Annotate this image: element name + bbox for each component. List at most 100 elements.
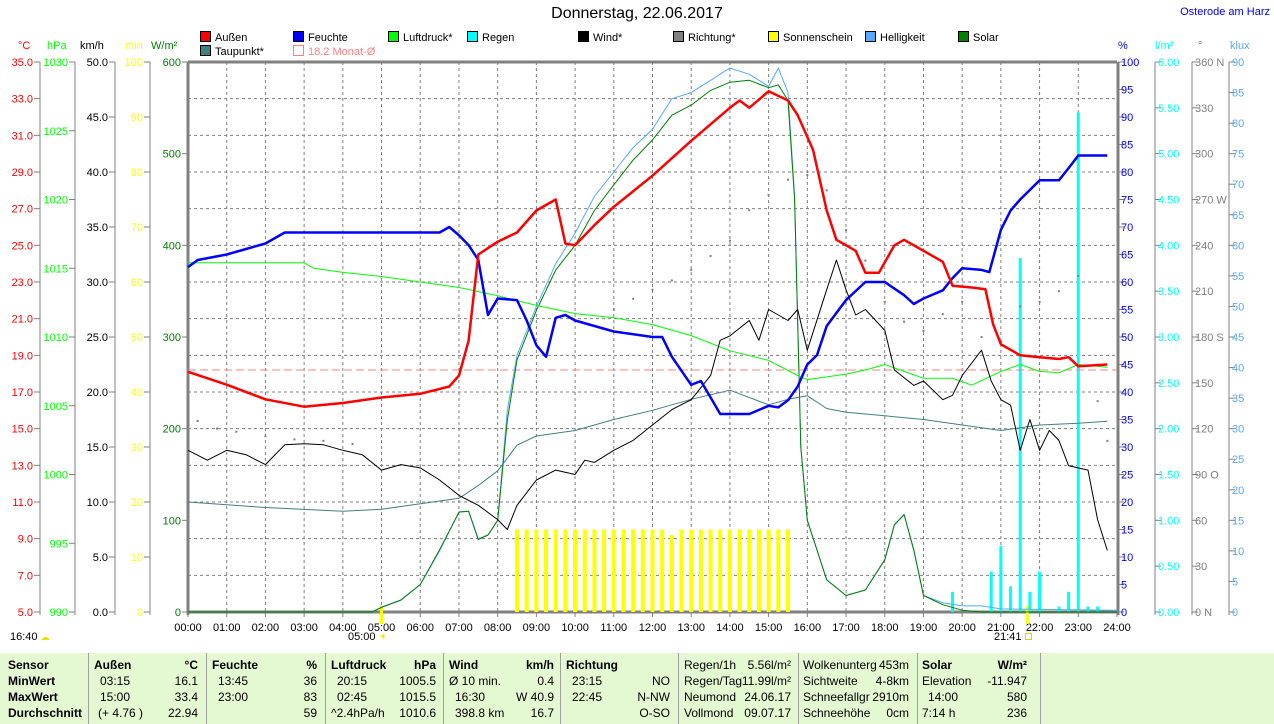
legend-swatch <box>578 31 589 42</box>
rain-bar <box>1038 571 1042 612</box>
axis-tick-label-dir: 0 N <box>1195 607 1212 619</box>
sunshine-total-label: 16:40 <box>10 631 38 643</box>
aussen-avg-note: (+ 4.76 ) <box>98 706 144 720</box>
legend-item: Feuchte <box>293 31 348 44</box>
sunshine-bar <box>582 529 587 612</box>
regen-tag-label: Regen/Tag <box>684 674 743 688</box>
direction-point <box>1057 290 1060 293</box>
legend-label: Helligkeit <box>880 32 925 44</box>
direction-point <box>1077 274 1080 277</box>
sunshine-bar <box>640 529 645 612</box>
axis-tick-label-press: 1010 <box>44 332 68 344</box>
sichtweite-label: Sichtweite <box>803 674 858 688</box>
axis-tick-label-temp: 25.0 <box>12 240 33 252</box>
rain-bar <box>1086 606 1090 612</box>
series-line-wind <box>187 259 1108 551</box>
axis-tick-label-solar: 400 <box>163 240 181 252</box>
row-label-max: MaxWert <box>8 690 58 704</box>
axis-tick-label-dir: 360 N <box>1195 57 1224 69</box>
sunset-marker: 21:41 <box>994 631 1032 643</box>
axis-tick-label-hum: 65 <box>1121 250 1133 262</box>
richtung-min: NO <box>652 674 670 688</box>
axis-tick-label-sun: 100 <box>125 57 143 69</box>
axis-tick-label-hum: 70 <box>1121 222 1133 234</box>
solar-header: Solar <box>922 658 953 672</box>
axis-tick-label-solar: 600 <box>163 57 181 69</box>
x-tick-label: 23:00 <box>1065 622 1093 634</box>
sunshine-bar <box>611 529 616 612</box>
rain-bar <box>1076 112 1080 613</box>
direction-point <box>883 300 886 303</box>
row-label-avg: Durchschnitt <box>8 706 83 720</box>
legend-item: Richtung* <box>673 31 736 44</box>
axis-tick-label-solar: 300 <box>163 332 181 344</box>
legend-label: Luftdruck* <box>403 32 453 44</box>
rain-bar <box>1028 591 1032 612</box>
axis-tick-label-sun: 90 <box>131 112 143 124</box>
axis-tick-label-klux: 70 <box>1232 179 1244 191</box>
axis-tick-label-klux: 55 <box>1232 271 1244 283</box>
axis-tick-label-rain: 0.00 <box>1158 607 1179 619</box>
axis-tick-label-dir: 330 <box>1195 103 1213 115</box>
legend-swatch <box>200 31 211 42</box>
x-tick-label: 05:00 <box>368 622 396 634</box>
axis-tick-label-sun: 20 <box>131 497 143 509</box>
axis-tick-label-rain: 5.00 <box>1158 149 1179 161</box>
axis-tick-label-hum: 0 <box>1121 607 1127 619</box>
sun-cloud-icon: ☁ <box>40 632 50 642</box>
aussen-max-time: 15:00 <box>100 690 131 704</box>
sunshine-bar <box>553 529 558 612</box>
axis-tick-label-klux: 50 <box>1232 301 1244 313</box>
axis-tick-label-klux: 25 <box>1232 454 1244 466</box>
solar-max: 580 <box>1006 690 1027 704</box>
direction-point <box>748 209 751 212</box>
axis-tick-label-wind: 40.0 <box>87 167 108 179</box>
direction-point <box>728 239 731 242</box>
axis-tick-label-dir: 30 <box>1195 561 1207 573</box>
rain-bar <box>1018 258 1022 612</box>
sunshine-bar <box>737 529 742 612</box>
direction-point <box>1106 439 1109 442</box>
direction-point <box>351 442 354 445</box>
elevation-value: -11.947 <box>987 674 1027 688</box>
solar-unit: W/m² <box>997 658 1027 672</box>
axis-tick-label-dir: 60 <box>1195 515 1207 527</box>
axis-tick-label-klux: 10 <box>1232 546 1244 558</box>
axis-tick-label-dir: 270 W <box>1195 195 1227 207</box>
axis-tick-label-dir: 90 O <box>1195 470 1219 482</box>
direction-point <box>903 320 906 323</box>
x-tick-label: 17:00 <box>832 622 860 634</box>
axis-tick-label-wind: 20.0 <box>87 387 108 399</box>
axis-tick-label-wind: 45.0 <box>87 112 108 124</box>
luftdruck-avg: 1010.6 <box>399 706 436 720</box>
axis-tick-label-wind: 10.0 <box>87 497 108 509</box>
axis-tick-label-hum: 25 <box>1121 470 1133 482</box>
axis-tick-label-temp: 7.0 <box>18 570 33 582</box>
axis-tick-label-rain: 2.50 <box>1158 378 1179 390</box>
axis-tick-label-press: 1015 <box>44 263 68 275</box>
moon-icon <box>1024 633 1032 640</box>
luftdruck-min: 1005.5 <box>399 674 436 688</box>
sunshine-bar <box>727 529 732 612</box>
legend-label: Richtung* <box>688 32 736 44</box>
neumond-value: 24.06.17 <box>744 690 791 704</box>
regen-1h-value: 5.56l/m² <box>747 658 791 672</box>
wolkenunterg-value: 453m <box>878 658 909 672</box>
direction-point <box>612 308 615 311</box>
axis-tick-label-hum: 60 <box>1121 277 1133 289</box>
axis-unit-press: hPa <box>47 40 67 52</box>
regen-1h-label: Regen/1h <box>684 658 737 672</box>
legend-swatch <box>200 45 211 56</box>
axis-tick-label-dir: 300 <box>1195 149 1213 161</box>
schneehoehe-value: 0cm <box>886 706 909 720</box>
sunshine-bar <box>563 529 568 612</box>
axis-tick-label-temp: 13.0 <box>12 460 33 472</box>
axis-tick-label-sun: 60 <box>131 277 143 289</box>
axis-tick-label-wind: 5.0 <box>93 552 108 564</box>
series-line-solar <box>188 79 1117 613</box>
wind-unit: km/h <box>525 658 554 672</box>
axis-tick-label-hum: 50 <box>1121 332 1133 344</box>
axis-tick-label-temp: 33.0 <box>12 94 33 106</box>
legend-label: 18.2 Monat-Ø <box>308 46 376 58</box>
axis-unit-hum: % <box>1118 40 1128 52</box>
